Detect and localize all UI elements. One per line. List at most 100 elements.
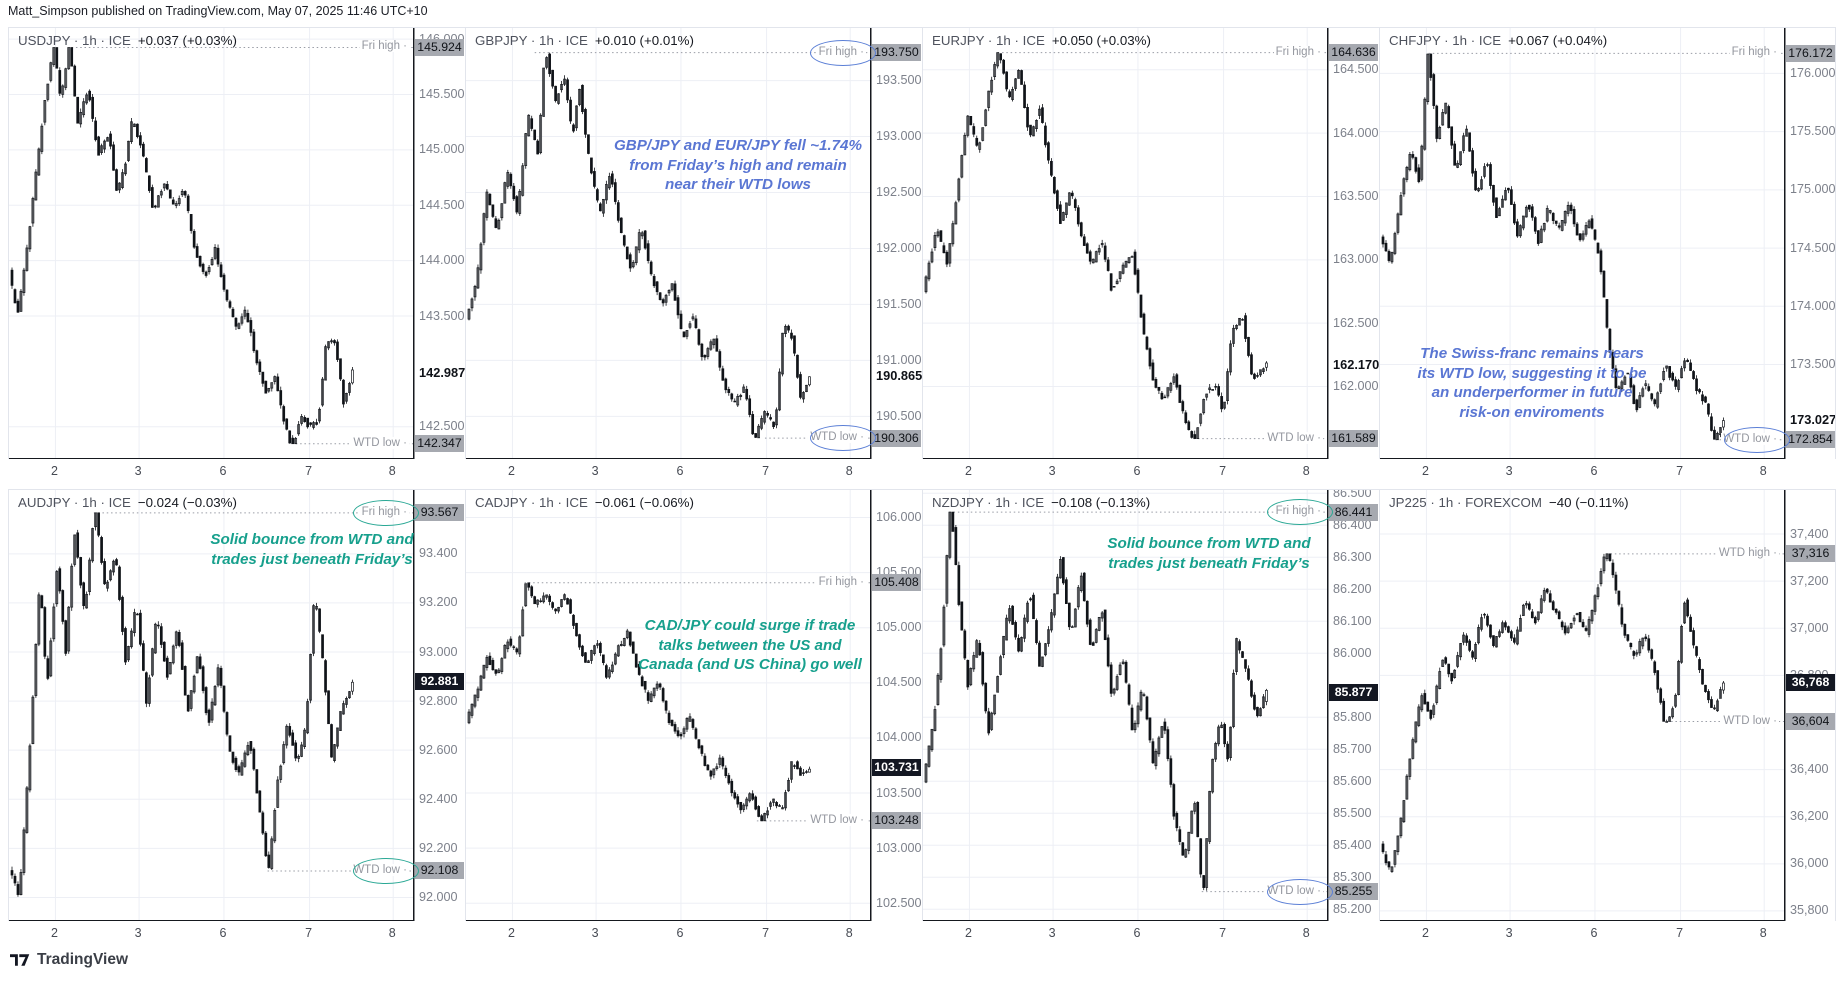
- price-tick: 85.200: [1333, 901, 1372, 916]
- time-axis: 2 3 6 7 8: [8, 459, 465, 483]
- price-tick: 35,800: [1790, 903, 1829, 918]
- level-label-wtd-low: WTD low ·: [351, 863, 409, 876]
- level-label-wtd-low: WTD low ·: [808, 813, 866, 826]
- price-tick: 104.500: [876, 675, 922, 690]
- price-tick: 164.500: [1333, 62, 1379, 77]
- tradingview-logo-icon: [10, 954, 30, 966]
- level-price-badge: 103.248: [872, 812, 921, 830]
- price-tick: 163.500: [1333, 188, 1379, 203]
- level-price-badge: 164.636: [1329, 44, 1378, 62]
- price-tick: 102.500: [876, 895, 922, 910]
- candlestick-plot[interactable]: [923, 28, 1379, 459]
- candlestick-plot[interactable]: [9, 28, 465, 459]
- legend-change: −0.024 (−0.03%): [137, 495, 237, 510]
- price-tick: 190.500: [876, 408, 922, 423]
- tradingview-logo[interactable]: TradingView: [10, 951, 128, 969]
- time-label: 8: [845, 926, 853, 940]
- time-label: 8: [1759, 464, 1767, 478]
- time-label: 3: [134, 926, 142, 940]
- panel-nzdjpy: NZDJPY · 1h · ICE −0.108 (−0.13%) 86.500 86…: [922, 489, 1379, 945]
- chart-pane-jp225: JP225 · 1h · FOREXCOM −40 (−0.11%) 37,400 3…: [1379, 489, 1836, 921]
- legend-change: −0.108 (−0.13%): [1051, 495, 1151, 510]
- price-tick: 144.500: [419, 197, 465, 212]
- time-label: 7: [1676, 926, 1684, 940]
- level-price-badge: 142.347: [415, 435, 464, 453]
- chart-legend: EURJPY · 1h · ICE +0.050 (+0.03%): [932, 33, 1151, 48]
- candlestick-plot[interactable]: [466, 490, 922, 921]
- price-tick: 104.000: [876, 730, 922, 745]
- chart-legend: AUDJPY · 1h · ICE −0.024 (−0.03%): [18, 495, 237, 510]
- legend-symbol[interactable]: NZDJPY · 1h · ICE: [932, 495, 1045, 510]
- legend-symbol[interactable]: CADJPY · 1h · ICE: [475, 495, 588, 510]
- time-label: 7: [762, 926, 770, 940]
- time-label: 8: [1302, 926, 1310, 940]
- price-tick: 92.400: [419, 791, 458, 806]
- price-tick: 191.000: [876, 352, 922, 367]
- price-tick: 86.000: [1333, 645, 1372, 660]
- level-price-badge: 86.441: [1329, 503, 1378, 521]
- price-tick: 92.800: [419, 693, 458, 708]
- time-label: 3: [1048, 926, 1056, 940]
- legend-symbol[interactable]: USDJPY · 1h · ICE: [18, 33, 131, 48]
- level-label-wtd-low: WTD low ·: [351, 436, 409, 449]
- legend-change: +0.037 (+0.03%): [137, 33, 237, 48]
- price-tick: 93.000: [419, 644, 458, 659]
- time-label: 6: [1133, 464, 1141, 478]
- candlestick-plot[interactable]: [9, 490, 465, 921]
- last-price-badge: 36,768: [1786, 674, 1835, 692]
- legend-change: −0.061 (−0.06%): [594, 495, 694, 510]
- time-label: 6: [676, 926, 684, 940]
- price-tick: 93.200: [419, 595, 458, 610]
- candlestick-plot[interactable]: [1380, 28, 1836, 459]
- panel-gbpjpy: GBPJPY · 1h · ICE +0.010 (+0.01%) 193.500 1…: [465, 27, 922, 483]
- level-label-wtd-low: WTD low ·: [1265, 884, 1323, 897]
- time-label: 3: [591, 464, 599, 478]
- chart-legend: GBPJPY · 1h · ICE +0.010 (+0.01%): [475, 33, 694, 48]
- price-tick: 85.800: [1333, 709, 1372, 724]
- legend-symbol[interactable]: AUDJPY · 1h · ICE: [18, 495, 131, 510]
- price-tick: 192.500: [876, 185, 922, 200]
- tradingview-logo-text: TradingView: [37, 951, 129, 968]
- level-price-badge: 36,604: [1786, 713, 1835, 731]
- level-price-badge: 92.108: [415, 862, 464, 880]
- price-tick: 191.500: [876, 296, 922, 311]
- time-label: 6: [1590, 464, 1598, 478]
- time-label: 7: [1219, 926, 1227, 940]
- price-tick: 174.500: [1790, 240, 1836, 255]
- legend-change: +0.050 (+0.03%): [1051, 33, 1151, 48]
- legend-symbol[interactable]: GBPJPY · 1h · ICE: [475, 33, 588, 48]
- price-tick: 86.200: [1333, 581, 1372, 596]
- price-tick: 85.500: [1333, 805, 1372, 820]
- price-tick: 174.000: [1790, 298, 1836, 313]
- chart-legend: NZDJPY · 1h · ICE −0.108 (−0.13%): [932, 495, 1150, 510]
- panel-cadjpy: CADJPY · 1h · ICE −0.061 (−0.06%) 106.000 1…: [465, 489, 922, 945]
- price-tick: 193.000: [876, 129, 922, 144]
- panel-audjpy: AUDJPY · 1h · ICE −0.024 (−0.03%) 93.400 93…: [8, 489, 465, 945]
- price-tick: 92.000: [419, 889, 458, 904]
- price-tick: 163.000: [1333, 252, 1379, 267]
- legend-symbol[interactable]: CHFJPY · 1h · ICE: [1389, 33, 1502, 48]
- chart-annotation: The Swiss-franc remains nears its WTD lo…: [1417, 345, 1647, 421]
- time-label: 8: [388, 464, 396, 478]
- chart-annotation: Solid bounce from WTD and trades just be…: [210, 531, 414, 568]
- legend-change: +0.010 (+0.01%): [594, 33, 694, 48]
- price-tick: 144.000: [419, 253, 465, 268]
- last-price-badge: 92.881: [415, 672, 464, 690]
- time-label: 2: [507, 926, 515, 940]
- time-label: 6: [1133, 926, 1141, 940]
- price-tick: 36,400: [1790, 762, 1829, 777]
- time-axis: 2 3 6 7 8: [922, 921, 1379, 945]
- level-price-badge: 105.408: [872, 574, 921, 592]
- time-label: 8: [845, 464, 853, 478]
- time-label: 7: [1219, 464, 1227, 478]
- price-tick: 86.300: [1333, 549, 1372, 564]
- panel-eurjpy: EURJPY · 1h · ICE +0.050 (+0.03%) 164.500 1…: [922, 27, 1379, 483]
- price-tick: 37,400: [1790, 526, 1829, 541]
- panel-jp225: JP225 · 1h · FOREXCOM −40 (−0.11%) 37,400 3…: [1379, 489, 1836, 945]
- legend-symbol[interactable]: JP225 · 1h · FOREXCOM: [1389, 495, 1542, 510]
- candlestick-plot[interactable]: [1380, 490, 1836, 921]
- legend-symbol[interactable]: EURJPY · 1h · ICE: [932, 33, 1045, 48]
- time-label: 3: [1505, 464, 1513, 478]
- price-tick: 86.500: [1333, 489, 1372, 500]
- candlestick-plot[interactable]: [466, 28, 922, 459]
